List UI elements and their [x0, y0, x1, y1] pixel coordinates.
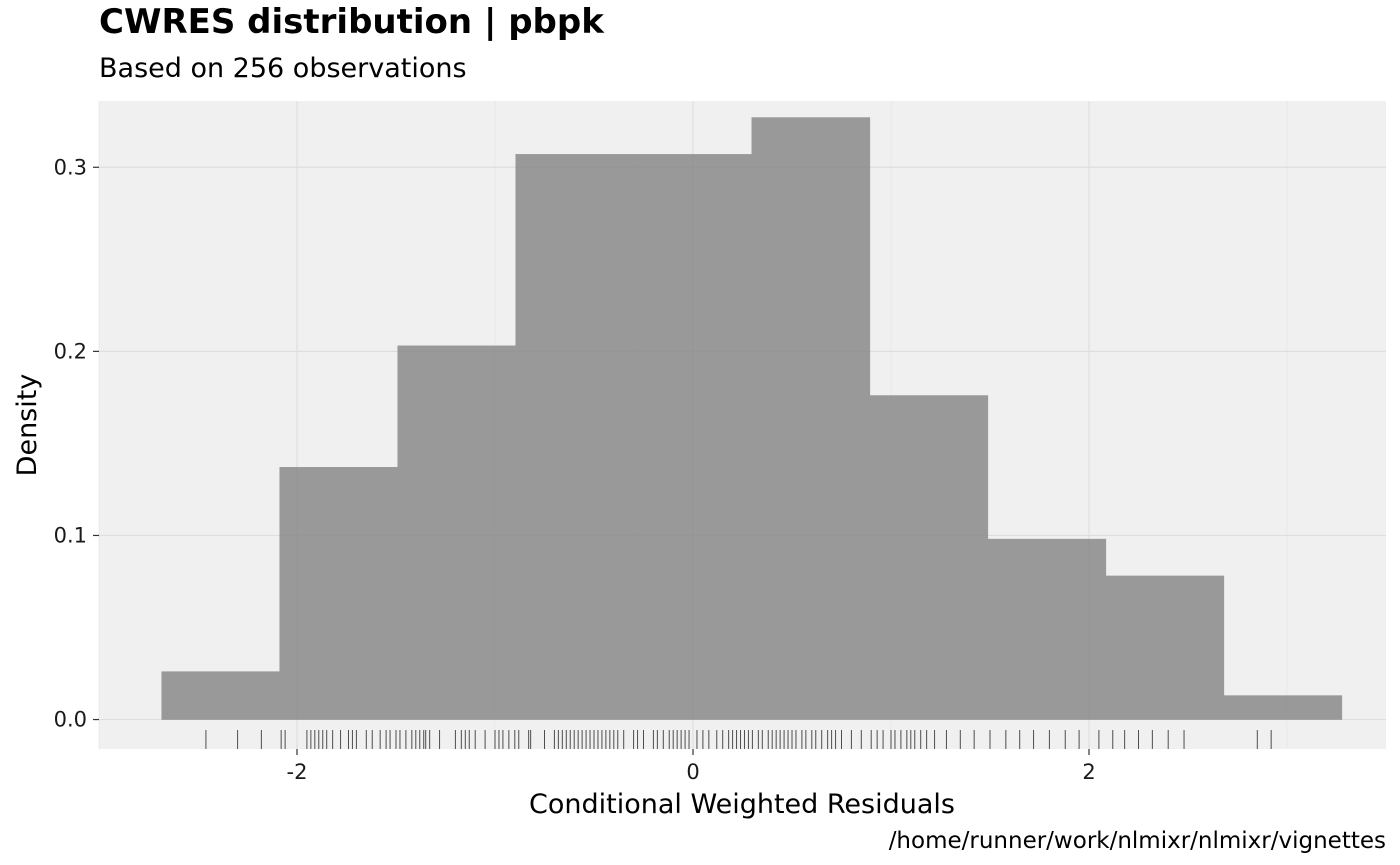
chart-title: CWRES distribution | pbpk — [99, 2, 604, 42]
histogram-bar — [869, 395, 989, 720]
histogram-bar — [1223, 695, 1343, 720]
x-tick-label: 0 — [686, 760, 699, 784]
histogram-bar — [751, 117, 871, 720]
histogram-bar — [1105, 575, 1225, 720]
histogram-bar — [161, 671, 281, 720]
rug-marks — [205, 730, 1272, 749]
histogram-bar — [515, 154, 635, 720]
histogram-bar — [633, 154, 753, 720]
y-tick-label: 0.0 — [54, 708, 87, 732]
x-axis-title: Conditional Weighted Residuals — [529, 789, 955, 820]
y-tick-label: 0.2 — [54, 339, 87, 363]
y-axis-title: Density — [12, 374, 43, 477]
histogram-bar — [279, 467, 399, 720]
x-tick-label: -2 — [287, 760, 308, 784]
x-axis: -2 0 2 — [287, 749, 1096, 784]
x-tick-label: 2 — [1082, 760, 1095, 784]
histogram-bars — [161, 117, 1343, 720]
y-axis: 0.0 0.1 0.2 0.3 — [54, 155, 99, 732]
y-tick-label: 0.1 — [54, 523, 87, 547]
histogram-bar — [397, 345, 517, 720]
chart-subtitle: Based on 256 observations — [99, 53, 467, 84]
caption: /home/runner/work/nlmixr/nlmixr/vignette… — [888, 828, 1386, 854]
histogram-bar — [987, 538, 1107, 720]
y-tick-label: 0.3 — [54, 155, 87, 179]
